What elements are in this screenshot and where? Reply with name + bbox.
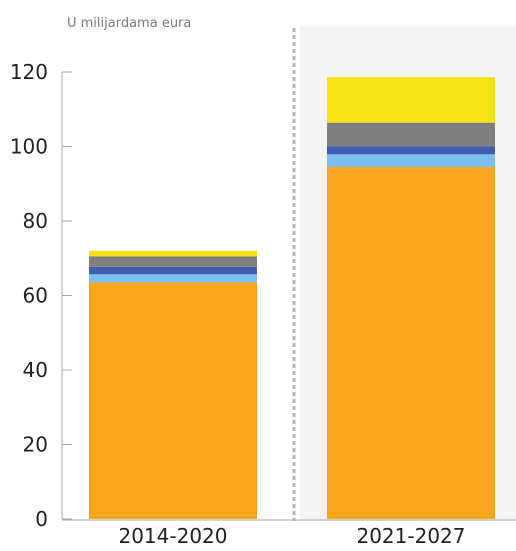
bar-segment-4	[89, 256, 257, 267]
y-tick-label: 60	[23, 284, 48, 308]
x-axis-ticks: 2014-2020 2021-2027	[118, 524, 465, 548]
bars	[89, 77, 495, 520]
bar-segment-5	[89, 250, 257, 257]
y-axis-label: U milijardama eura	[67, 16, 191, 31]
bar-segment-5	[327, 77, 495, 123]
y-tick-label: 80	[23, 209, 48, 233]
y-axis-ticks: 0 20 40 60 80 100 120	[10, 60, 72, 531]
y-tick-label: 120	[10, 60, 48, 84]
y-tick-label: 20	[23, 433, 48, 457]
bar-segment-2	[327, 154, 495, 167]
x-tick-label: 2014-2020	[118, 524, 227, 548]
bar-segment-3	[89, 266, 257, 275]
bar-segment-3	[327, 146, 495, 155]
bar-segment-1	[327, 166, 495, 520]
y-tick-label: 0	[35, 507, 48, 531]
bar-segment-1	[89, 282, 257, 519]
y-tick-label: 40	[23, 358, 48, 382]
x-tick-label: 2021-2027	[356, 524, 465, 548]
bar-segment-2	[89, 274, 257, 283]
bar-segment-4	[327, 122, 495, 147]
y-tick-label: 100	[10, 135, 48, 159]
